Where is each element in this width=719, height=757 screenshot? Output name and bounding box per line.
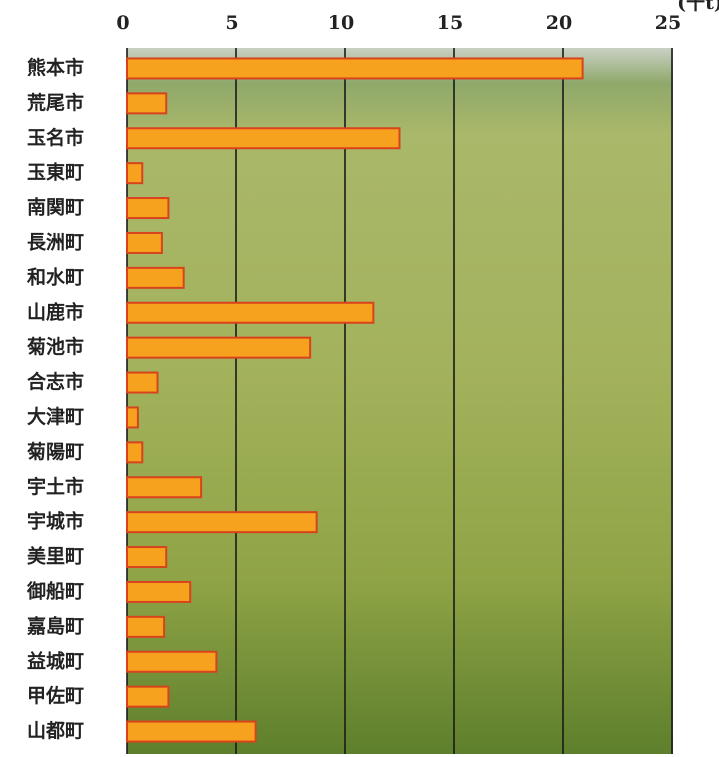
bar [126,720,257,743]
y-tick-label: 長洲町 [27,231,84,253]
y-tick-label: 美里町 [27,545,84,568]
bar [126,441,144,464]
x-tick-label: 5 [225,12,238,34]
y-tick-label: 大津町 [27,405,84,428]
bar [126,511,318,534]
y-tick-label: 御船町 [26,579,84,602]
bar [126,615,166,638]
x-tick-label: 0 [116,12,129,34]
bar [126,650,218,673]
bar [126,231,163,254]
bar [126,266,185,289]
x-tick-label: 15 [437,12,463,34]
bar [126,371,159,394]
bar [126,476,203,499]
photo-background [127,48,673,754]
bar [126,197,170,220]
y-tick-label: 和水町 [27,265,84,288]
y-tick-label: 菊池市 [27,335,84,358]
y-tick-label: 宇土市 [27,475,84,498]
y-tick-label: 合志市 [27,370,84,393]
y-tick-label: 益城町 [27,649,84,672]
bar [126,57,584,80]
bar [126,336,312,359]
y-tick-label: 南関町 [27,197,84,219]
bar [126,685,170,708]
bar [126,92,168,115]
y-tick-label: 山鹿市 [27,300,84,323]
x-tick-label: 10 [328,12,354,34]
bar [126,580,192,603]
y-tick-label: 荒尾市 [27,91,84,114]
unit-label: (千t) [677,0,719,14]
y-tick-label: 宇城市 [27,510,84,533]
y-tick-label: 甲佐町 [27,684,84,707]
y-tick-label: 嘉島町 [26,614,84,637]
bar [126,546,168,569]
x-tick-label: 25 [655,12,681,34]
y-tick-label: 玉東町 [27,161,84,184]
x-tick-label: 20 [546,12,572,34]
bar [126,406,139,429]
y-tick-label: 熊本市 [27,56,84,79]
bar [126,162,144,185]
bar [126,301,375,324]
y-tick-label: 菊陽町 [27,440,84,463]
y-tick-label: 玉名市 [27,126,84,149]
y-tick-label: 山都町 [27,720,84,742]
bar [126,127,401,150]
